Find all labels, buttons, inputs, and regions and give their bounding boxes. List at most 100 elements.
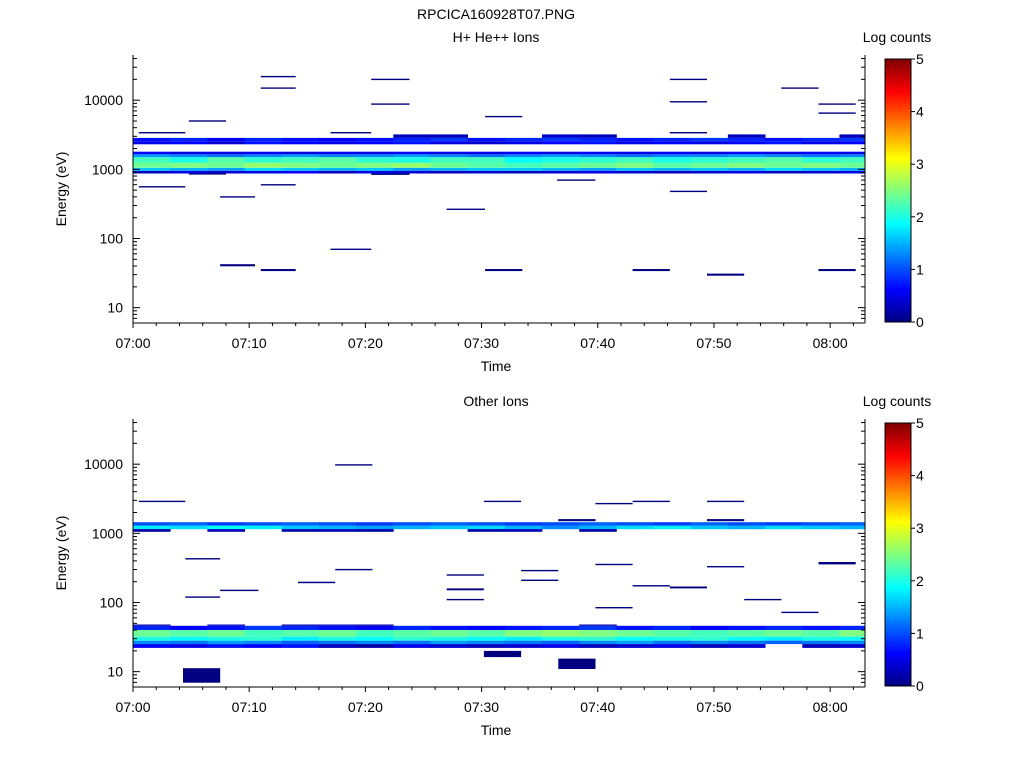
- colorbar-swatch: [885, 87, 911, 91]
- heatmap-cell: [133, 162, 171, 168]
- heatmap-segment: [595, 502, 633, 505]
- heatmap-cell: [579, 154, 617, 158]
- colorbar-swatch: [885, 554, 911, 558]
- x-tick-label: 07:40: [580, 699, 615, 715]
- heatmap-cell: [616, 137, 654, 142]
- colorbar-swatch: [885, 625, 911, 629]
- colorbar-swatch: [885, 575, 911, 579]
- colorbar-tick-label: 1: [916, 261, 924, 277]
- heatmap-cell: [802, 157, 840, 163]
- heatmap-cell: [170, 636, 208, 641]
- colorbar-swatch: [885, 536, 911, 540]
- colorbar: 0 1 2 3 4 5: [884, 51, 924, 330]
- heatmap-cell: [170, 630, 208, 637]
- colorbar-swatch: [885, 680, 911, 684]
- heatmap-cell: [690, 167, 729, 171]
- colorbar-swatch: [885, 261, 911, 265]
- heatmap-cell: [579, 157, 617, 163]
- heatmap-cell: [170, 170, 208, 174]
- heatmap-cell: [244, 522, 283, 526]
- heatmap-cell: [467, 640, 506, 645]
- heatmap-segment: [818, 112, 856, 114]
- heatmap-cell: [281, 162, 320, 168]
- heatmap-cell: [839, 151, 866, 155]
- heatmap-cell: [430, 141, 468, 145]
- heatmap-segment: [483, 650, 522, 658]
- colorbar-swatch: [885, 533, 911, 537]
- colorbar-swatch: [885, 264, 911, 268]
- heatmap-cell: [170, 625, 208, 630]
- heatmap-cell: [356, 529, 394, 532]
- colorbar-swatch: [885, 287, 911, 291]
- colorbar-swatch: [885, 279, 911, 283]
- colorbar-swatch: [885, 459, 911, 463]
- colorbar-swatch: [885, 649, 911, 653]
- heatmap-segment: [330, 248, 372, 250]
- heatmap-cell: [281, 644, 320, 648]
- heatmap-segment: [446, 574, 484, 576]
- heatmap-cell: [244, 162, 283, 168]
- heatmap-cell: [579, 624, 617, 626]
- heatmap-cell: [170, 162, 208, 168]
- heatmap-cell: [504, 625, 543, 630]
- heatmap-cell: [653, 625, 692, 630]
- colorbar-swatch: [885, 667, 911, 671]
- heatmap-cell: [170, 141, 208, 145]
- heatmap-cell: [542, 162, 580, 168]
- colorbar-swatch: [885, 596, 911, 600]
- colorbar-swatch: [885, 486, 911, 490]
- heatmap-cell: [616, 154, 654, 158]
- heatmap-cell: [542, 170, 580, 174]
- heatmap-cell: [802, 525, 840, 530]
- colorbar-swatch: [885, 483, 911, 487]
- heatmap-segment: [707, 519, 745, 522]
- heatmap-segment: [446, 598, 484, 601]
- heatmap-cell: [802, 625, 840, 630]
- colorbar-swatch: [885, 158, 911, 162]
- heatmap-cell: [653, 522, 692, 526]
- colorbar-swatch: [885, 195, 911, 199]
- heatmap-cell: [281, 624, 320, 626]
- heatmap-cell: [653, 167, 692, 171]
- y-axis-label: Energy (eV): [53, 516, 69, 591]
- heatmap-cell: [579, 625, 617, 630]
- colorbar-swatch: [885, 164, 911, 168]
- colorbar-swatch: [885, 557, 911, 561]
- heatmap-cell: [690, 644, 729, 648]
- colorbar-swatch: [885, 622, 911, 626]
- colorbar-tick-label: 1: [916, 625, 924, 641]
- colorbar-swatch: [885, 98, 911, 102]
- heatmap-cell: [504, 151, 543, 155]
- heatmap-cell: [653, 636, 692, 641]
- heatmap-cell: [839, 640, 866, 645]
- heatmap-cell: [133, 167, 171, 171]
- colorbar-swatch: [885, 206, 911, 210]
- heatmap-cell: [765, 522, 803, 526]
- colorbar-swatch: [885, 678, 911, 682]
- heatmap-segment: [446, 588, 484, 591]
- colorbar-swatch: [885, 501, 911, 505]
- x-tick-label: 08:00: [813, 699, 848, 715]
- colorbar-swatch: [885, 245, 911, 249]
- heatmap-cell: [133, 522, 171, 526]
- heatmap-cell: [727, 162, 766, 168]
- colorbar-swatch: [885, 72, 911, 76]
- heatmap-cell: [393, 137, 431, 142]
- heatmap-segment: [185, 558, 221, 560]
- heatmap-cell: [765, 157, 803, 163]
- heatmap-cell: [318, 162, 357, 168]
- colorbar-swatch: [885, 551, 911, 555]
- heatmap-cell: [504, 141, 543, 145]
- colorbar-swatch: [885, 633, 911, 637]
- heatmap-segment: [260, 269, 296, 272]
- colorbar-swatch: [885, 588, 911, 592]
- heatmap-cell: [207, 141, 245, 145]
- heatmap-cell: [467, 525, 506, 530]
- colorbar-swatch: [885, 520, 911, 524]
- heatmap-cell: [393, 644, 431, 648]
- heatmap-segment: [669, 190, 707, 193]
- colorbar-swatch: [885, 593, 911, 597]
- colorbar-swatch: [885, 467, 911, 471]
- heatmap-cell: [765, 625, 803, 630]
- heatmap-cell: [430, 640, 468, 645]
